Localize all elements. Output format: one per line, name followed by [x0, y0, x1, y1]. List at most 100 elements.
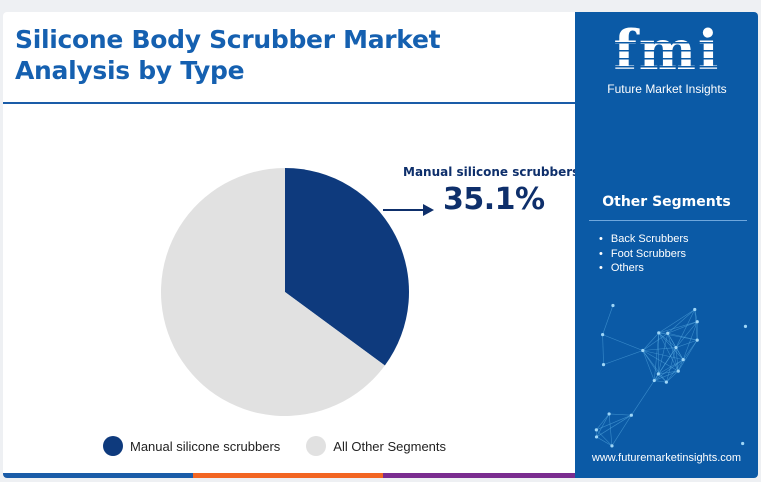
network-node — [674, 345, 678, 350]
network-node — [695, 320, 699, 324]
network-line — [642, 350, 684, 360]
network-line — [658, 321, 698, 334]
network-node — [594, 435, 599, 439]
other-segments-list: Back Scrubbers Foot Scrubbers Others — [599, 232, 689, 276]
other-segments-title: Other Segments — [602, 194, 731, 210]
pie-slice-manual — [285, 168, 409, 366]
bottom-color-bar — [3, 473, 575, 478]
network-line — [642, 350, 667, 383]
network-line — [666, 347, 677, 383]
segments-divider — [589, 220, 747, 221]
network-line — [675, 347, 679, 372]
network-line — [596, 413, 610, 438]
network-node — [629, 413, 633, 417]
network-node — [666, 331, 670, 335]
fmi-logo: fmi Future Market Insights — [601, 18, 733, 98]
sidebar: fmi Future Market Insights Other Segment… — [575, 12, 758, 478]
legend-item-manual: Manual silicone scrubbers — [103, 436, 280, 456]
network-line — [602, 334, 604, 365]
network-line — [675, 339, 698, 348]
network-node — [681, 358, 685, 362]
logo-subtitle: Future Market Insights — [607, 82, 727, 96]
bottom-bar-purple — [383, 473, 575, 478]
bottom-bar-orange — [193, 473, 383, 478]
network-line — [596, 414, 632, 431]
segment-item: Others — [599, 261, 689, 276]
callout-arrow-head — [423, 204, 434, 216]
network-node — [657, 331, 661, 335]
network-line — [678, 339, 698, 372]
network-line — [667, 321, 698, 334]
network-line — [642, 347, 677, 351]
network-node — [652, 378, 656, 383]
network-line — [658, 332, 698, 341]
legend: Manual silicone scrubbers All Other Segm… — [103, 436, 472, 456]
network-line — [658, 332, 677, 348]
network-line — [694, 309, 698, 341]
network-line — [654, 347, 677, 381]
network-line — [611, 415, 632, 447]
network-line — [602, 305, 614, 335]
network-node — [641, 348, 645, 353]
network-node — [743, 324, 748, 328]
network-node — [695, 338, 699, 342]
network-line — [658, 370, 679, 375]
network-line — [654, 359, 684, 381]
network-line — [667, 309, 695, 334]
network-line — [675, 309, 696, 348]
network-line — [642, 350, 679, 372]
network-line — [675, 321, 698, 348]
network-line — [667, 333, 677, 348]
website-link[interactable]: www.futuremarketinsights.com — [591, 452, 742, 464]
network-line — [658, 309, 695, 334]
network-line — [596, 413, 610, 431]
network-node — [594, 428, 598, 432]
chart-title: Silicone Body Scrubber Market Analysis b… — [15, 24, 555, 86]
legend-label-manual: Manual silicone scrubbers — [130, 438, 281, 454]
network-node — [611, 303, 615, 308]
chart-title-line-2: Analysis by Type — [15, 56, 245, 85]
legend-label-other: All Other Segments — [333, 438, 447, 454]
bottom-bar-blue — [3, 473, 193, 478]
title-area: Silicone Body Scrubber Market Analysis b… — [3, 12, 575, 104]
network-node — [676, 369, 680, 373]
network-line — [675, 347, 684, 360]
logo-mark: fmi — [613, 18, 721, 82]
network-line — [682, 321, 698, 360]
pie-slice-other — [160, 168, 385, 416]
network-line — [596, 414, 632, 438]
chart-card: Silicone Body Scrubber Market Analysis b… — [3, 12, 758, 478]
network-line — [658, 333, 669, 375]
network-node — [610, 444, 614, 448]
legend-item-other: All Other Segments — [306, 436, 446, 456]
network-line — [631, 380, 655, 416]
segment-item: Foot Scrubbers — [599, 247, 689, 262]
network-node — [601, 363, 606, 367]
legend-swatch-other — [306, 436, 327, 456]
callout-label: Manual silicone scrubbers — [403, 165, 580, 179]
segment-item: Back Scrubbers — [599, 232, 689, 247]
network-decoration — [594, 303, 748, 448]
network-line — [658, 332, 684, 360]
legend-swatch-manual — [103, 436, 123, 456]
network-line — [654, 370, 679, 381]
network-line — [609, 413, 632, 416]
network-line — [642, 350, 655, 381]
network-line — [608, 413, 613, 446]
network-line — [642, 333, 668, 351]
network-line — [603, 350, 643, 365]
network-line — [658, 332, 679, 372]
callout-value: 35.1% — [443, 182, 545, 217]
network-line — [602, 334, 643, 351]
network-node — [656, 372, 660, 376]
pie-chart — [160, 168, 434, 416]
network-node — [601, 332, 605, 337]
network-line — [642, 350, 659, 375]
network-node — [693, 307, 697, 312]
network-node — [664, 380, 668, 384]
network-line — [666, 359, 684, 383]
network-line — [596, 436, 613, 447]
network-line — [654, 380, 667, 383]
network-node — [607, 412, 611, 416]
network-node — [741, 441, 745, 446]
